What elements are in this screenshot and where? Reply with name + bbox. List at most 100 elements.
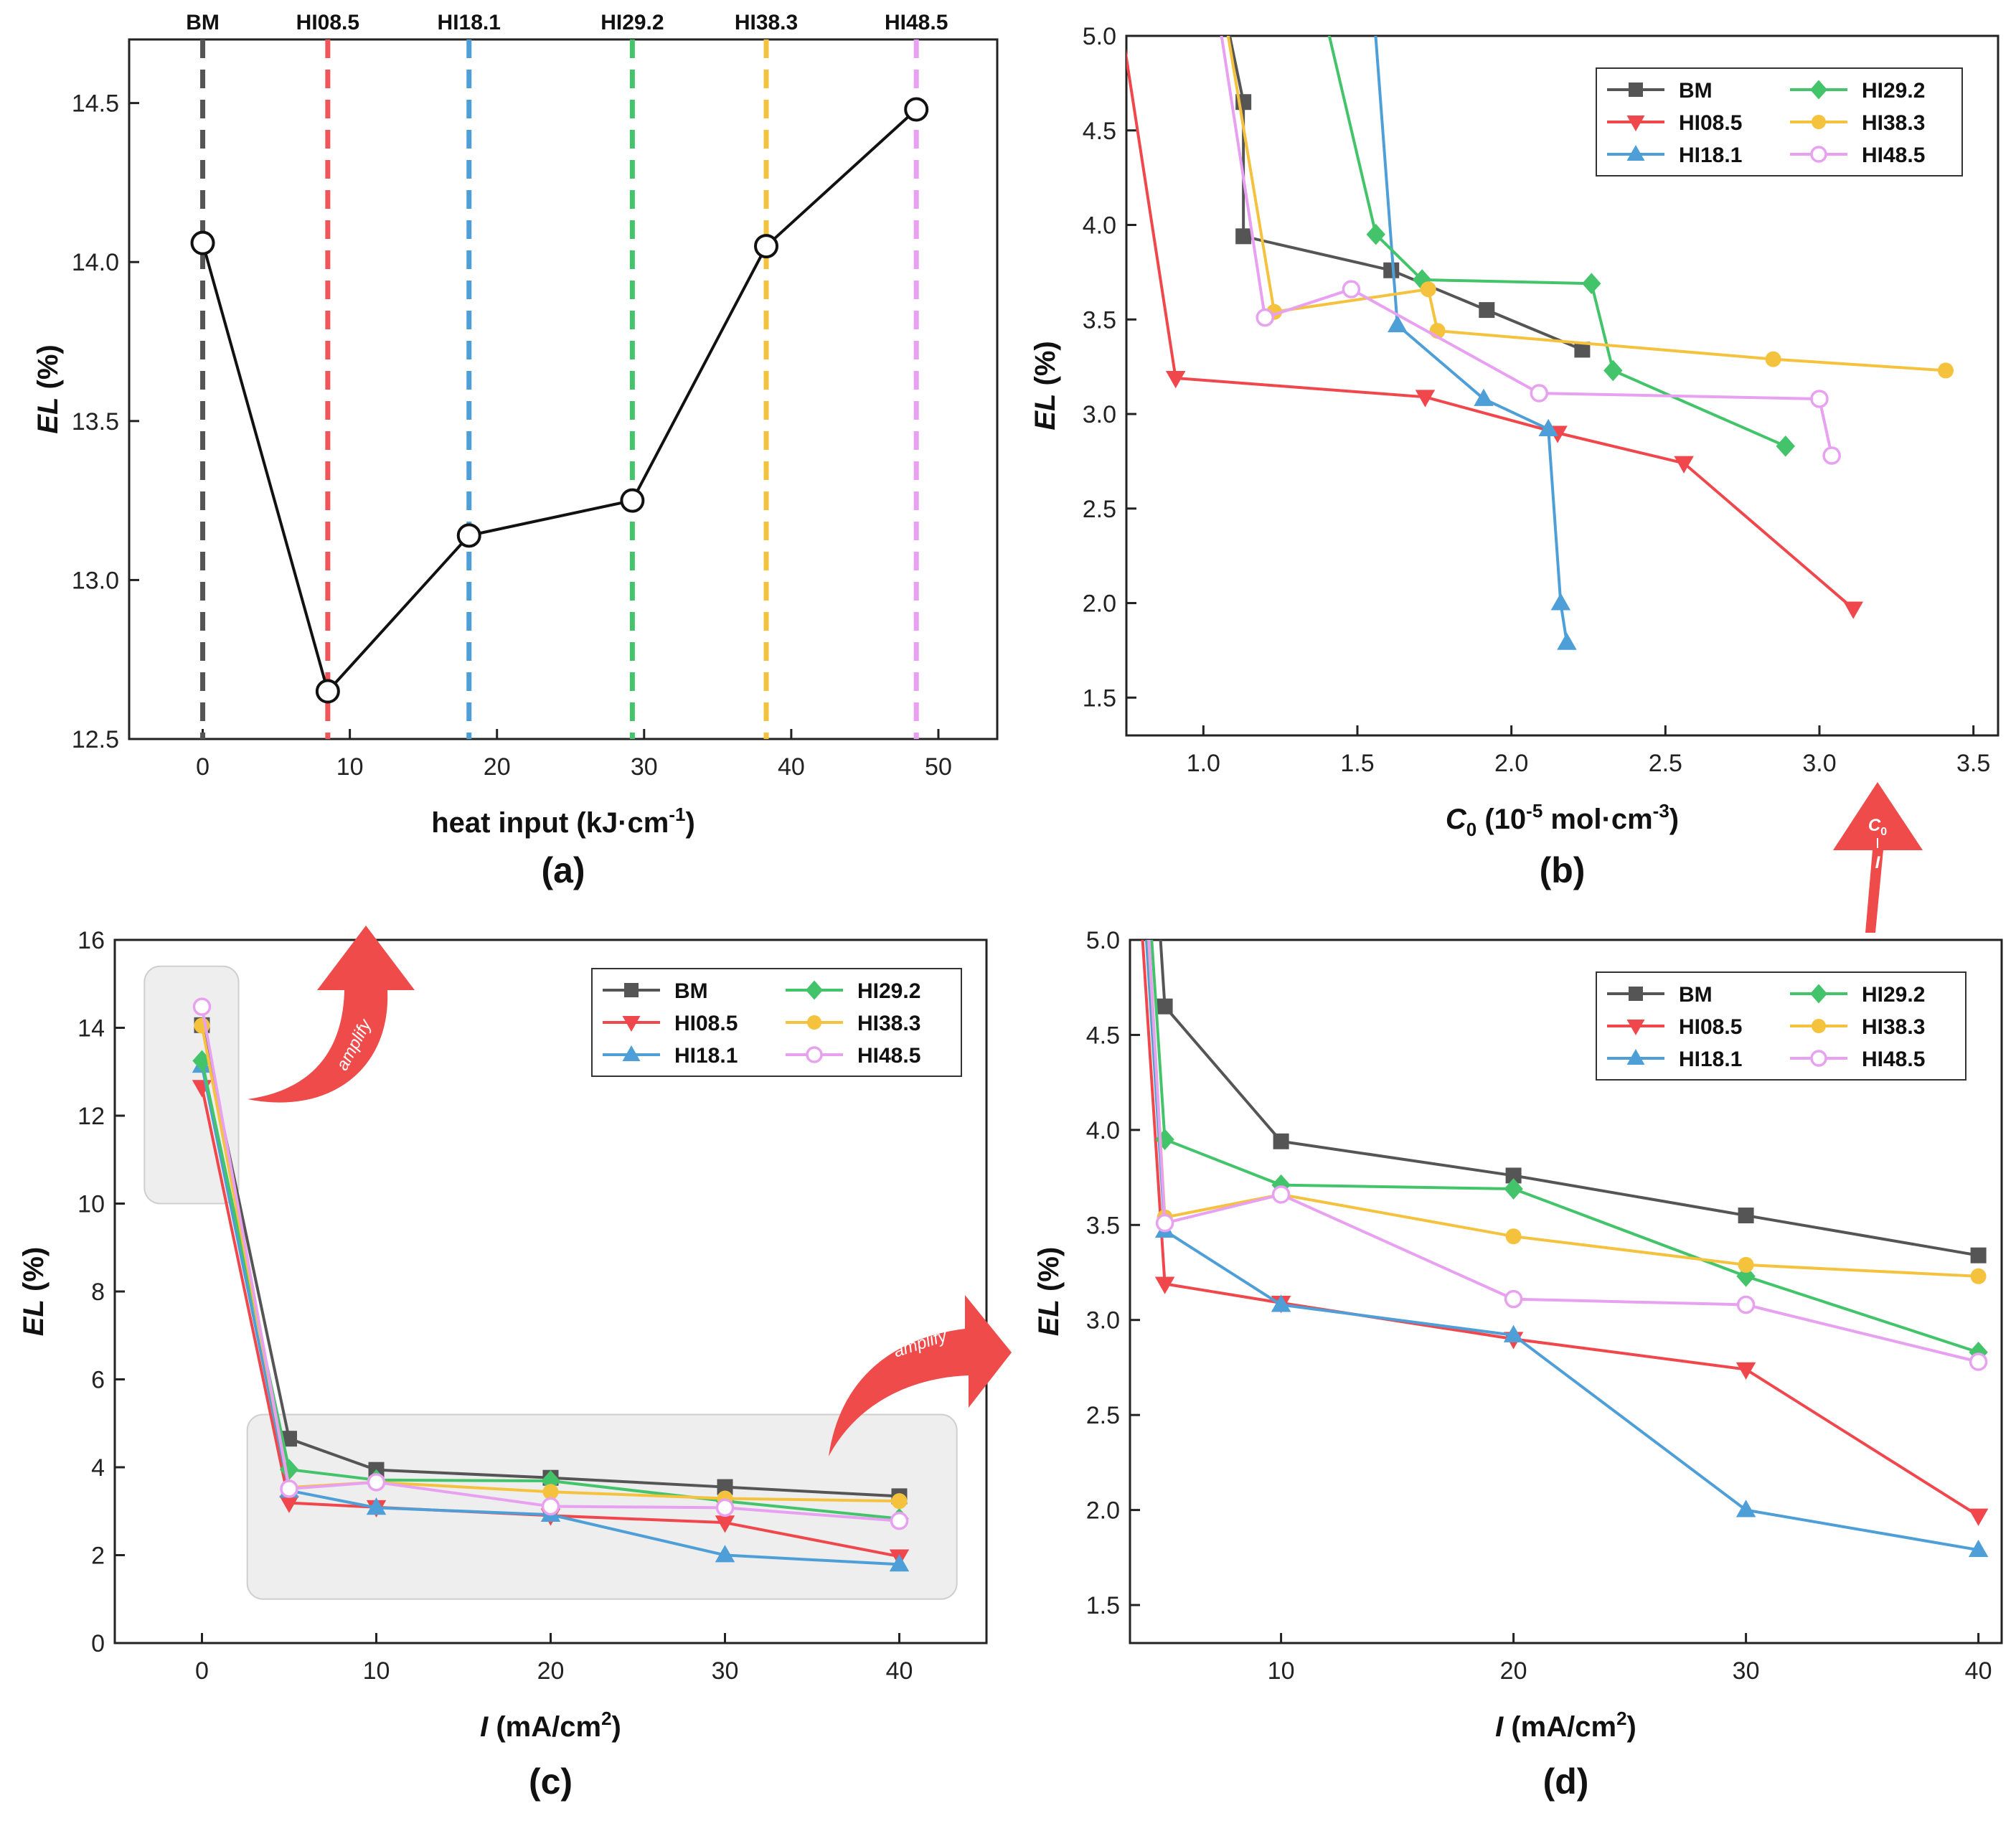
x-tick-label: 0 [196, 753, 209, 781]
x-axis-label: I (mA/cm2) [1495, 1708, 1636, 1743]
plot-area [1126, 0, 1954, 650]
y-label-rest: (%) [1030, 341, 1061, 393]
series-line [200, 1065, 900, 1566]
data-point [190, 230, 215, 255]
data-point [891, 1493, 908, 1510]
y-tick-label: 5.0 [1083, 23, 1116, 50]
x-tick-label: 40 [1965, 1657, 1992, 1685]
data-point [1271, 1294, 1291, 1312]
series-line [1228, 36, 1583, 352]
x-tick-label: 2.0 [1494, 750, 1528, 777]
y-tick-label: 3.5 [1083, 306, 1116, 334]
legend-label: HI48.5 [1862, 143, 1925, 167]
y-tick-label: 1.5 [1083, 684, 1116, 712]
data-point [1603, 359, 1623, 382]
legend-label: HI48.5 [1862, 1048, 1925, 1071]
series-line [200, 1025, 900, 1498]
y-tick-label: 6 [91, 1367, 105, 1394]
plot-frame [1129, 938, 2003, 1644]
panel-label: (c) [529, 1761, 573, 1802]
y-axis-label: EL (%) [32, 344, 64, 433]
series-line [200, 1006, 900, 1523]
vline-label: HI29.2 [600, 11, 664, 34]
data-point [1582, 273, 1601, 295]
x-label-sup: -1 [669, 804, 685, 825]
data-point [1271, 1185, 1291, 1204]
legend-label: HI29.2 [857, 979, 920, 1003]
x-axis-label: heat input (kJ·cm-1) [431, 804, 695, 839]
series-line [1144, 940, 1979, 1552]
legend-label: HI38.3 [1862, 1015, 1925, 1039]
data-point [280, 1479, 298, 1498]
legend-marker [1629, 83, 1643, 97]
c0-to-i-arrow: C0 I [1833, 782, 1923, 933]
x-axis-label: C0 (10-5 mol·cm-3) [1446, 800, 1679, 840]
data-point [1154, 1276, 1175, 1294]
data-point [1415, 390, 1436, 408]
data-point [1574, 342, 1591, 358]
plot-area [190, 39, 929, 739]
legend-label: HI08.5 [1679, 1015, 1742, 1039]
y-axis-label: EL (%) [1033, 1247, 1065, 1336]
series-line [201, 108, 918, 695]
data-point [1474, 388, 1494, 406]
data-point [1765, 351, 1781, 367]
data-point [1538, 418, 1558, 437]
data-point [1383, 262, 1400, 278]
y-axis-label: EL (%) [1030, 341, 1061, 430]
legend-marker [1626, 1049, 1645, 1065]
data-point [715, 1515, 735, 1533]
x-label-part: -3 [1653, 800, 1669, 822]
x-tick-label: 40 [778, 753, 805, 781]
legend-marker [1626, 1020, 1645, 1035]
legend-label: HI08.5 [674, 1012, 738, 1035]
x-tick-label: 1.5 [1340, 750, 1374, 777]
data-point [279, 1495, 299, 1513]
legend-label: BM [1679, 983, 1713, 1007]
x-label-part: -5 [1526, 800, 1542, 822]
legend-label: HI29.2 [1862, 983, 1925, 1007]
series-line [1147, 940, 1979, 1363]
x-label-end: ) [685, 807, 694, 839]
y-tick-label: 5.0 [1086, 927, 1120, 954]
y-tick-label: 0 [91, 1630, 105, 1657]
legend-marker [1626, 145, 1645, 161]
data-point [717, 1479, 733, 1495]
data-point [281, 1431, 297, 1447]
y-tick-label: 1.5 [1086, 1592, 1120, 1619]
data-point [1504, 1289, 1523, 1309]
x-label-part: (mA/cm [1503, 1711, 1616, 1743]
legend-label: HI38.3 [857, 1012, 920, 1035]
data-point [1155, 1213, 1174, 1233]
y-label-italic: EL [18, 1299, 50, 1336]
data-point [1363, 0, 1383, 5]
y-tick-label: 12.5 [72, 726, 119, 753]
legend-label: HI29.2 [1862, 79, 1925, 103]
data-point [1810, 390, 1829, 408]
x-tick-label: 20 [537, 1657, 565, 1685]
data-point [1256, 308, 1274, 327]
data-point [1479, 302, 1495, 319]
y-tick-label: 2.0 [1083, 590, 1116, 618]
legend-marker [1810, 146, 1827, 163]
x-label-part: (10 [1476, 804, 1526, 835]
legend-label: HI18.1 [674, 1044, 738, 1068]
data-point [1311, 0, 1329, 9]
x-tick-label: 0 [195, 1657, 209, 1685]
data-point [1968, 1539, 1989, 1558]
x-tick-label: 1.0 [1187, 750, 1220, 777]
y-tick-label: 4 [91, 1454, 105, 1482]
legend-marker [622, 1016, 641, 1032]
x-label-part: ) [612, 1711, 621, 1743]
x-tick-label: 40 [886, 1657, 913, 1685]
data-point [315, 679, 340, 704]
legend-marker [807, 1015, 821, 1030]
amplify-arrow [829, 1295, 1012, 1456]
legend-marker [1810, 1050, 1827, 1067]
legend-marker [1812, 115, 1826, 129]
series-line [1126, 48, 1855, 610]
x-tick-label: 50 [925, 753, 952, 781]
y-label-italic: EL [1030, 394, 1061, 430]
y-tick-label: 12 [77, 1103, 105, 1130]
